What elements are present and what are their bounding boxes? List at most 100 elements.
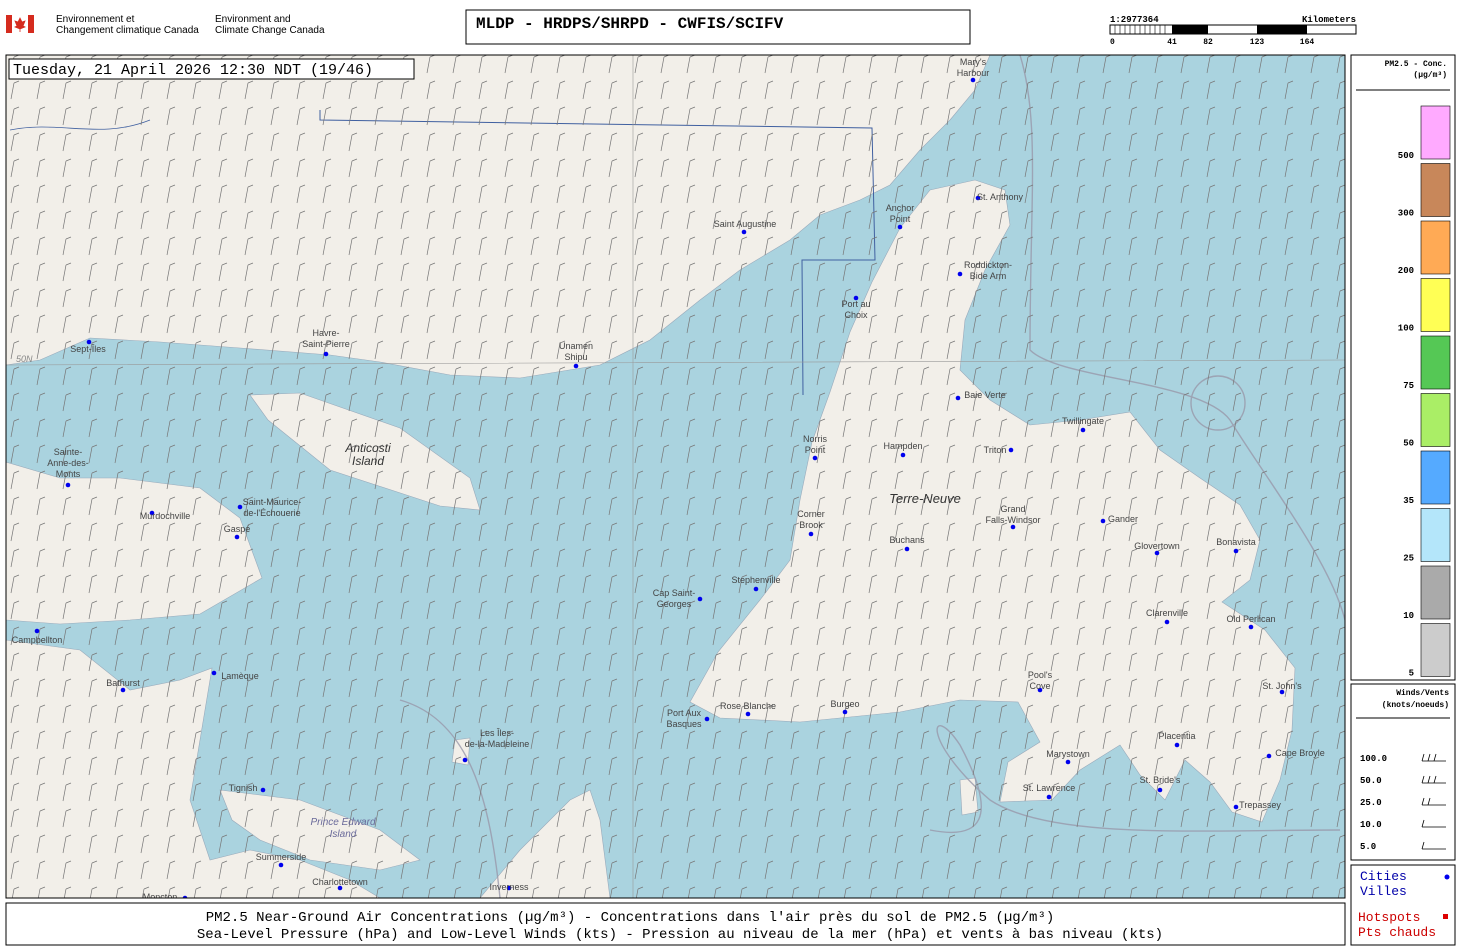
city-label: Grand (1000, 504, 1025, 514)
city-dot (1233, 804, 1239, 810)
legend-swatch (1420, 393, 1451, 447)
city-dot (753, 586, 759, 592)
legend-label: 35 (1403, 496, 1414, 506)
legend-swatch (1420, 220, 1451, 275)
legend-swatch (1420, 278, 1451, 332)
scale-ratio: 1:2977364 (1110, 15, 1159, 25)
city-dot (745, 711, 751, 717)
city-label: Basques (666, 719, 702, 729)
map-label: Island (330, 829, 357, 840)
scale-tick-label: 123 (1250, 38, 1265, 47)
city-label: Placentia (1158, 731, 1195, 741)
city-label: Pool's (1028, 670, 1053, 680)
map-label: Island (352, 454, 384, 468)
wind-barb (1421, 753, 1446, 762)
legend-label: 500 (1398, 151, 1414, 161)
legend-swatch (1420, 623, 1451, 677)
city-label: Marystown (1046, 749, 1090, 759)
wind-label: 5.0 (1360, 842, 1376, 852)
agency-en-2: Climate Change Canada (215, 25, 325, 36)
city-dot (897, 224, 903, 230)
city-dot (1248, 624, 1254, 630)
legend-swatch (1420, 105, 1451, 160)
city-dot (697, 596, 703, 602)
map-label: 50N (16, 354, 33, 364)
city-dot (337, 885, 343, 891)
city-label: Point (805, 445, 826, 455)
city-label: Norris (803, 434, 827, 444)
city-dot (1279, 689, 1285, 695)
city-label: Saint-Pierre (302, 339, 350, 349)
scale-tick-label: 82 (1203, 38, 1213, 47)
title: MLDP - HRDPS/SHRPD - CWFIS/SCIFV (476, 15, 784, 33)
city-dot (1037, 687, 1043, 693)
legend-label: 100 (1398, 324, 1414, 334)
city-label: Corner (797, 509, 825, 519)
city-dot (182, 895, 188, 898)
city-dot (957, 271, 963, 277)
city-label: St. Anthony (977, 192, 1024, 202)
city-dot (1157, 787, 1163, 793)
timestamp: Tuesday, 21 April 2026 12:30 NDT (19/46) (13, 62, 373, 79)
city-dot (704, 716, 710, 722)
legend-label: 300 (1398, 209, 1414, 219)
city-dot (65, 482, 71, 488)
pm-legend-title: PM2.5 - Conc. (1385, 60, 1447, 69)
legend-swatch (1420, 450, 1451, 505)
legend-label: 5 (1409, 669, 1414, 679)
city-dot (808, 531, 814, 537)
city-label: Rose Blanche (720, 701, 776, 711)
hotspots-legend-en: Hotspots (1358, 910, 1420, 925)
city-label: St. Bride's (1140, 775, 1181, 785)
city-dot (741, 229, 747, 235)
city-label: Summerside (256, 852, 307, 862)
scale-bar: 1:2977364 Kilometers (1109, 15, 1357, 35)
footer-line-2: Sea-Level Pressure (hPa) and Low-Level W… (197, 927, 1163, 943)
footer-line-1: PM2.5 Near-Ground Air Concentrations (µg… (206, 910, 1055, 926)
city-label: Monts (56, 469, 81, 479)
city-label: Bathurst (106, 678, 140, 688)
scale-tick-label: 164 (1300, 38, 1315, 47)
city-label: Clarenville (1146, 608, 1188, 618)
legend-swatch (1420, 565, 1451, 620)
city-dot (260, 787, 266, 793)
pm-legend-unit: (µg/m³) (1413, 71, 1447, 80)
wind-barb (1421, 797, 1446, 806)
city-label: Saint-Maurice- (243, 497, 302, 507)
wind-legend-title: Winds/Vents (1396, 689, 1449, 698)
map-label: Prince Edward (310, 817, 375, 828)
city-dot (506, 885, 512, 891)
legend-swatch (1420, 508, 1451, 562)
city-label: St. John's (1262, 681, 1302, 691)
agency-fr-2: Changement climatique Canada (56, 25, 199, 36)
city-label: Havre- (312, 328, 339, 338)
city-dot (1046, 794, 1052, 800)
city-dot (1174, 742, 1180, 748)
city-label: Inverness (489, 882, 529, 892)
city-label: Triton (984, 445, 1007, 455)
city-label: Falls-Windsor (985, 515, 1040, 525)
city-dot (1233, 548, 1239, 554)
city-dot (970, 77, 976, 83)
city-dot (86, 339, 92, 345)
city-dot (573, 363, 579, 369)
city-label: Bide Arm (970, 271, 1007, 281)
timestamp-box (8, 58, 415, 80)
city-label: Cape Broyle (1275, 748, 1325, 758)
map-label: Terre-Neuve (889, 491, 961, 506)
city-label: St. Lawrence (1023, 783, 1076, 793)
city-label: Cap Saint- (653, 588, 696, 598)
city-label: Gander (1108, 514, 1138, 524)
agency-fr-1: Environnement et (56, 14, 135, 25)
city-label: Sainte- (54, 447, 83, 457)
city-label: Campbellton (12, 635, 63, 645)
city-label: Brook (799, 520, 823, 530)
legend-label: 25 (1403, 554, 1414, 564)
city-dot (904, 546, 910, 552)
city-label: Glovertown (1134, 541, 1180, 551)
wind-barb (1421, 819, 1446, 828)
city-label: Roddickton- (964, 260, 1012, 270)
wind-barb (1421, 841, 1446, 850)
